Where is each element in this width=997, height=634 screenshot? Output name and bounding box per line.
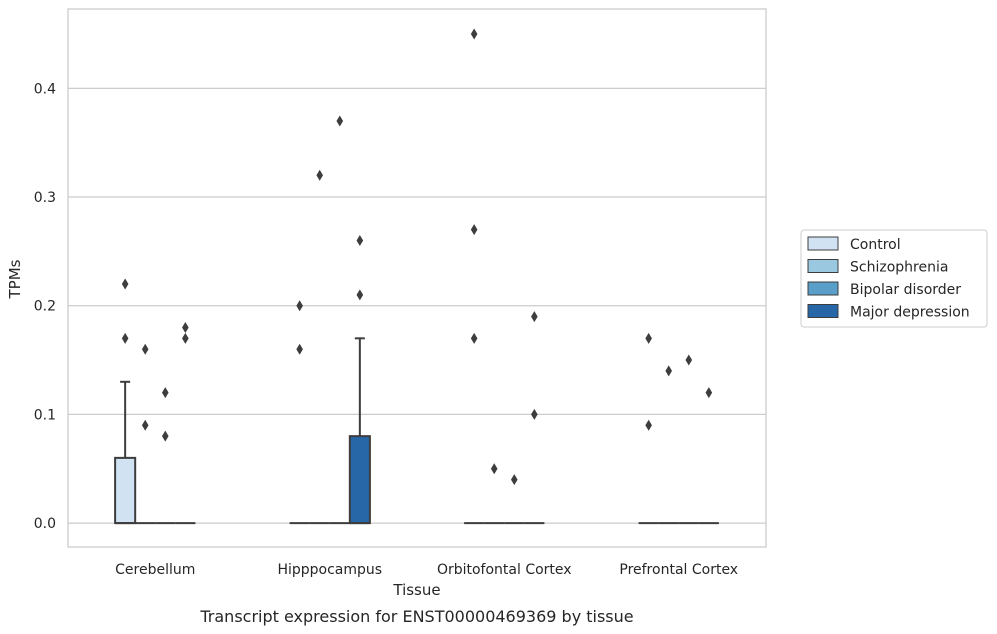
x-tick-label: Hipppocampus [277,562,382,578]
outlier-points [121,28,713,486]
legend-label: Bipolar disorder [850,282,961,298]
y-tick-label: 0.1 [34,407,56,423]
legend-swatch [807,304,839,318]
y-axis-title: TPMs [6,259,24,299]
y-tick-label: 0.4 [34,81,56,97]
outlier-point [645,419,652,431]
outlier-point [182,321,189,333]
outlier-point [490,463,498,475]
outlier-point [316,169,324,181]
outlier-point [296,343,303,355]
outlier-point [182,332,189,344]
outlier-point [470,332,478,344]
legend-label: Schizophrenia [850,260,948,276]
outlier-point [356,235,364,247]
outlier-point [356,289,364,301]
outlier-point [470,28,478,40]
x-tick-labels: Cerebellum Hipppocampus Orbitofontal Corte… [115,562,738,578]
outlier-point [645,332,652,344]
x-tick-label: Orbitofontal Cortex [437,562,572,578]
legend-label: Control [850,237,901,253]
legend-label: Major depression [850,305,970,321]
outlier-point [531,408,538,420]
outlier-point [141,419,149,431]
legend-swatch [807,259,839,273]
box [348,435,371,525]
outlier-point [121,332,129,344]
legend-frame [800,229,988,328]
outlier-point [336,115,344,127]
x-axis-title: Tissue [392,581,440,599]
outlier-point [161,430,169,442]
chart-caption: Transcript expression for ENST0000046936… [199,607,633,626]
outlier-point [296,300,303,312]
outlier-point [510,474,518,486]
outlier-point [685,354,693,366]
outlier-point [665,365,673,377]
outlier-point [531,311,538,323]
legend-swatch [807,281,839,296]
box-plots [114,337,719,525]
legend: Control Schizophrenia Bipolar disorder Majo… [800,229,988,328]
legend-swatch [807,236,839,251]
box [114,456,137,525]
outlier-point [161,387,169,399]
x-tick-label: Cerebellum [115,562,195,578]
outlier-point [141,343,149,355]
x-tick-label: Prefrontal Cortex [619,562,738,578]
y-tick-label: 0.2 [34,299,56,315]
outlier-point [121,278,129,290]
outlier-point [705,387,713,399]
y-tick-label: 0.3 [34,190,56,206]
y-tick-label: 0.0 [34,516,56,532]
y-tick-labels: 0.0 0.1 0.2 0.3 0.4 [34,81,56,532]
grid-lines [68,87,766,524]
outlier-point [470,224,478,236]
plot-frame [67,8,767,548]
